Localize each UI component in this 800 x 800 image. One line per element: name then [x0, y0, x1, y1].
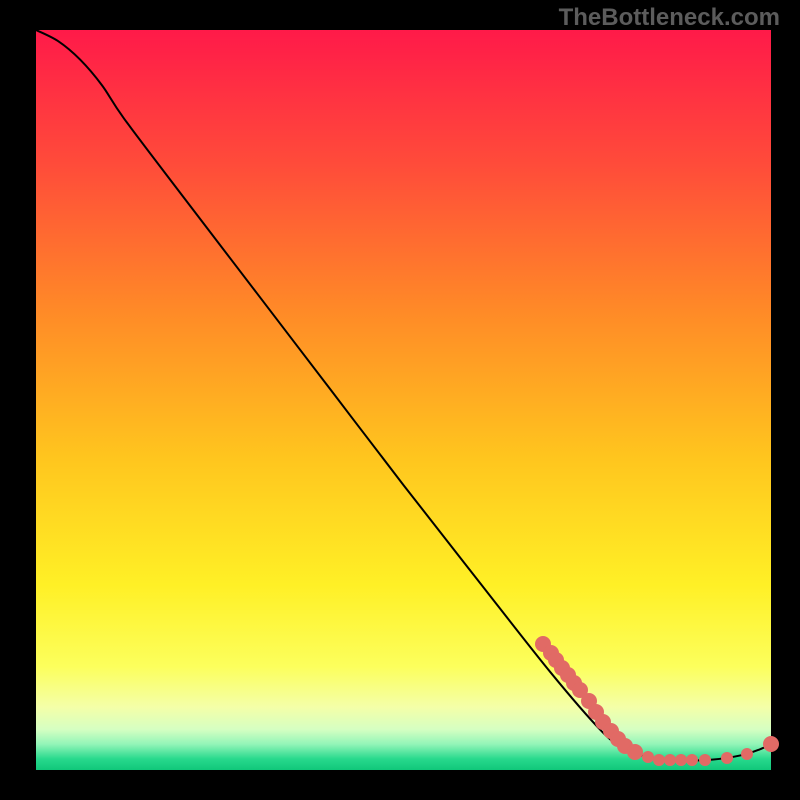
chart-stage: TheBottleneck.com — [0, 0, 800, 800]
curve-layer — [36, 30, 771, 770]
data-point-marker — [627, 744, 643, 760]
plot-area — [36, 30, 771, 770]
data-point-marker — [686, 754, 698, 766]
bottleneck-curve — [36, 30, 771, 761]
data-point-marker — [721, 752, 733, 764]
data-point-marker — [699, 754, 711, 766]
watermark-text: TheBottleneck.com — [559, 4, 780, 32]
data-point-marker — [763, 736, 779, 752]
data-point-marker — [741, 748, 753, 760]
